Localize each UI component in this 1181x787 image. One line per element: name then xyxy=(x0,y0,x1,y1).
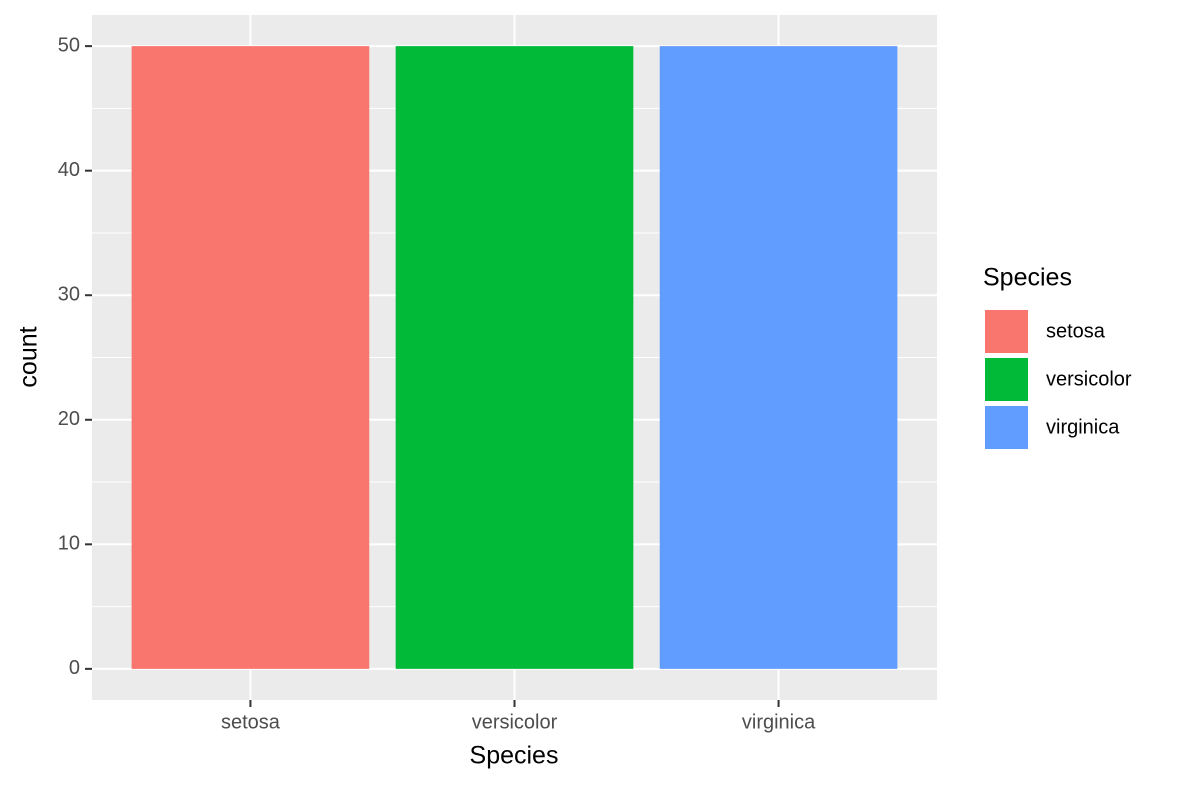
y-tick-label: 40 xyxy=(58,159,80,181)
y-tick-label: 20 xyxy=(58,408,80,430)
y-tick-label: 30 xyxy=(58,284,80,306)
x-tick-label: versicolor xyxy=(472,711,558,733)
x-tick-label: setosa xyxy=(221,711,281,733)
x-tick-label: virginica xyxy=(742,711,816,733)
legend-key xyxy=(983,356,1030,403)
y-axis-title: count xyxy=(15,326,43,387)
y-tick-label: 10 xyxy=(58,533,80,555)
bar xyxy=(131,46,370,669)
legend-key xyxy=(983,404,1030,451)
y-tick-label: 50 xyxy=(58,34,80,56)
bar xyxy=(395,46,634,669)
legend-title: Species xyxy=(983,264,1072,292)
legend-label: setosa xyxy=(1046,320,1106,342)
bar xyxy=(659,46,898,669)
legend-label: virginica xyxy=(1046,416,1120,438)
legend-label: versicolor xyxy=(1046,368,1132,390)
y-tick-label: 0 xyxy=(69,657,80,679)
x-axis-title: Species xyxy=(470,742,559,770)
legend-key xyxy=(983,308,1030,355)
